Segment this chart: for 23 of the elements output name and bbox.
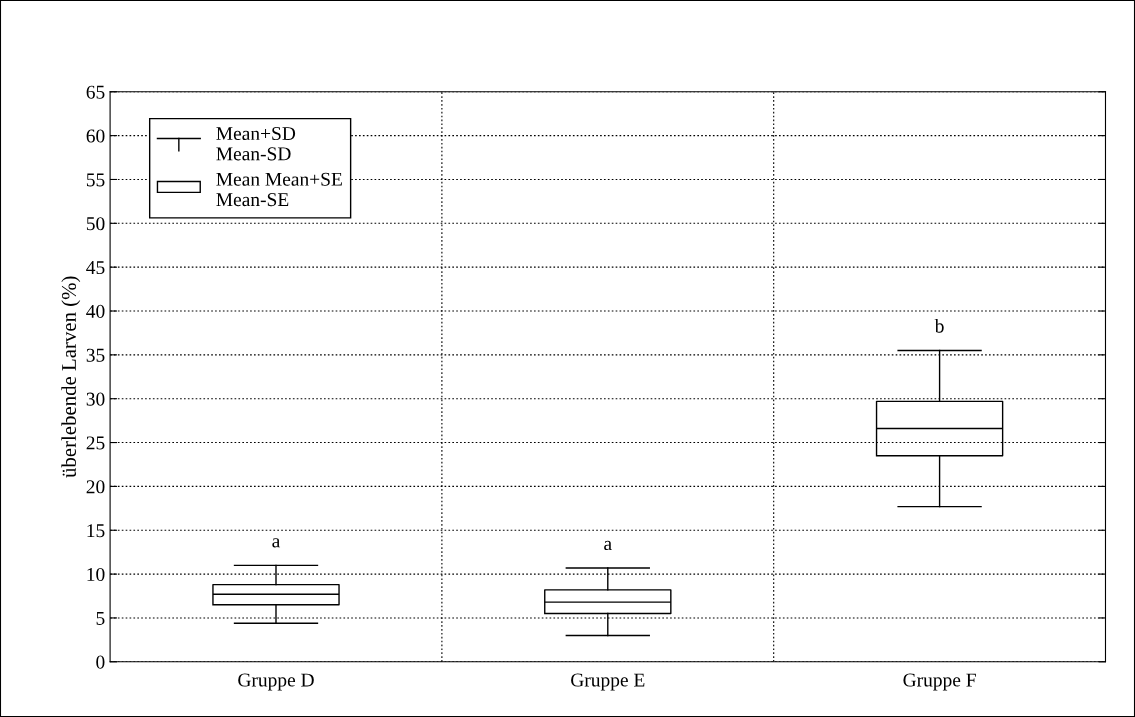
y-tick-label: 20 xyxy=(86,480,105,494)
annotation: a xyxy=(272,538,281,548)
y-tick-label: 0 xyxy=(96,655,105,669)
y-tick-label: 60 xyxy=(86,129,105,143)
annotation: Mean Mean+SE Mean-SE xyxy=(216,172,342,207)
x-tick-label: Gruppe D xyxy=(238,673,314,691)
y-tick-label: 30 xyxy=(86,392,105,406)
y-tick-label: 35 xyxy=(86,348,105,362)
y-axis-title: überlebende Larven (%) xyxy=(61,276,81,478)
annotation: b xyxy=(934,318,944,333)
y-tick-label: 25 xyxy=(86,436,105,450)
y-tick-label: 55 xyxy=(86,173,105,187)
y-tick-label: 50 xyxy=(86,217,105,231)
y-tick-label: 40 xyxy=(86,304,105,318)
x-tick-label: Gruppe E xyxy=(571,673,645,691)
y-tick-label: 15 xyxy=(87,524,105,538)
y-tick-label: 45 xyxy=(86,261,105,275)
y-tick-label: 65 xyxy=(86,85,105,99)
y-tick-label: 5 xyxy=(96,611,105,625)
annotation: a xyxy=(604,540,612,551)
x-tick-label: Gruppe F xyxy=(903,673,976,691)
annotation: Mean+SD Mean-SD xyxy=(216,126,296,161)
y-tick-label: 10 xyxy=(87,567,105,582)
